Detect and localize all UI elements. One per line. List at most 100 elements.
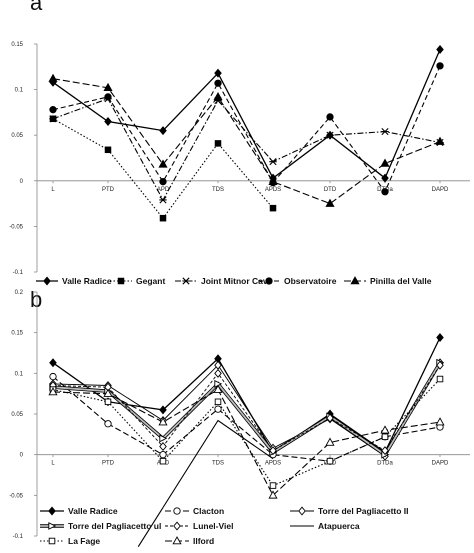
panel-b-series-ilford [48, 384, 445, 499]
panel-a-series-point [213, 91, 223, 101]
panel-a-x-tick-label: L [51, 187, 55, 193]
legend-swatch-marker [48, 506, 56, 516]
panel-a-series-point [159, 196, 167, 204]
panel-b-x-tick-label: TDS [212, 461, 224, 467]
panel-a-series [48, 44, 445, 222]
panel-a-y-axis: -0.1 -0.05 0 0.05 0.1 0.15 [9, 42, 38, 276]
panel-b-y-axis: -0.1 -0.05 0 0.05 0.1 0.15 0.2 [9, 290, 38, 540]
legend-label: La Fage [68, 536, 100, 546]
legend-item: Valle Radice [36, 276, 112, 286]
panel-b-series-point [103, 388, 113, 397]
legend-label: Joint Mitnor Cave [201, 276, 273, 286]
legend-item: La Fage [40, 536, 100, 546]
panel-b-series-point [436, 375, 444, 383]
legend-label: Clacton [193, 506, 224, 516]
panel-a-x-tick-label: PTD [102, 187, 115, 193]
panel-b-series [48, 333, 445, 547]
panel-a-series-point [269, 204, 277, 212]
legend-label: Pinilla del Valle [370, 276, 432, 286]
panel-a-series-point [48, 73, 58, 82]
panel-b-series-atapuerca-tail [137, 507, 164, 547]
panel-a-series-point [104, 117, 112, 127]
panel-a-series-point [381, 188, 389, 196]
panel-a-series-pinilla-del-valle [48, 73, 445, 207]
panel-a-y-tick-label: -0.1 [13, 270, 24, 276]
legend-item: Lunel-Viel [165, 521, 233, 531]
panel-b-series-line [52, 364, 441, 452]
panel-a-series-valle-radice [49, 44, 444, 183]
legend-label: Observatoire [284, 276, 337, 286]
panel-a-y-tick-label: 0 [20, 179, 24, 185]
legend-swatch-marker [43, 276, 51, 286]
legend-label: Atapuerca [318, 521, 360, 531]
panel-b-series-atapuerca [162, 419, 274, 508]
panel-b-series-point [269, 446, 277, 456]
legend-item: Valle Radice [40, 506, 118, 516]
panel-b-series-line [52, 362, 441, 457]
panel-b-x-tick-label: DAPD [432, 461, 449, 467]
panel-a-x-tick-label: APDS [265, 187, 281, 193]
panel-b-y-tick-label: -0.1 [13, 534, 24, 540]
panel-b-x-tick-label: PTD [102, 461, 115, 467]
panel-a-x-axis: LPTDAPDTDSAPDSDTDDTDaDAPD [37, 180, 470, 193]
panel-b-series-lunel-viel [49, 360, 444, 456]
panel-a-series-point [326, 131, 334, 139]
panel-b-series-line [52, 376, 441, 462]
panel-b-legend: Valle Radice Clacton Torre del Pagliacetto… [40, 506, 409, 546]
legend-swatch-marker [265, 277, 273, 285]
panel-a-x-tick-label: TDS [212, 187, 224, 193]
panel-b-y-tick-label: 0.2 [15, 290, 24, 296]
panel-a-x-tick-label: DTD [324, 187, 337, 193]
panel-a-series-point [436, 44, 444, 54]
panel-b-series-point [159, 442, 167, 452]
panel-b-series-point [214, 398, 222, 406]
panel-a-y-tick-label: 0.1 [15, 88, 24, 94]
panel-a-series-point [104, 146, 112, 154]
panel-a-series-point [435, 136, 445, 145]
legend-item: Atapuerca [290, 521, 360, 531]
panel-a-series-observatoire [49, 62, 444, 196]
legend-item: Torre del Pagliacetto ul [40, 521, 161, 531]
panel-b-y-tick-label: 0.15 [11, 331, 23, 337]
panel-a-x-tick-label: APD [157, 187, 170, 193]
panel-a-series-line [52, 65, 441, 193]
legend-label: Ilford [193, 536, 214, 546]
legend-swatch-marker [48, 522, 57, 530]
legend-label: Torre del Pagliacetto II [318, 506, 409, 516]
legend-item: Observatoire [258, 276, 337, 286]
panel-b-series-point [48, 387, 58, 396]
legend-swatch-marker [172, 536, 182, 545]
legend-label: Gegant [136, 276, 165, 286]
panel-a-series-point [436, 62, 444, 70]
panel-a-series-point [269, 158, 277, 166]
legend-label: Lunel-Viel [193, 521, 233, 531]
panel-a-series-point [380, 158, 390, 167]
panel-b-series-point [159, 457, 167, 465]
panel-b-series-point [158, 417, 168, 426]
panel-a-y-tick-label: -0.05 [9, 224, 23, 230]
legend-swatch-marker [48, 537, 56, 545]
panel-b-series-line [162, 419, 274, 508]
panel-b-letter: b [30, 287, 42, 312]
panel-b-series-point [49, 358, 57, 368]
panel-a-series-point [159, 178, 167, 186]
legend-item: Joint Mitnor Cave [175, 276, 273, 286]
legend-label: Valle Radice [68, 506, 118, 516]
legend-item: Ilford [165, 536, 214, 546]
panel-b-x-tick-label: APDS [265, 461, 281, 467]
panel-b-y-tick-label: -0.05 [9, 493, 23, 499]
panel-b-y-tick-label: 0 [20, 453, 24, 459]
panel-a-series-point [214, 79, 222, 87]
panel-b-series-point [380, 425, 390, 434]
panel-a-y-tick-label: 0.05 [11, 133, 23, 139]
panel-b-series-line [52, 388, 441, 497]
legend-swatch-marker [182, 277, 190, 285]
legend-swatch-marker [173, 521, 181, 531]
panel-b-series-point [104, 420, 112, 428]
panel-b-series-point [214, 368, 222, 378]
panel-a-y-tick-label: 0.15 [11, 42, 23, 48]
legend-item: Gegant [110, 276, 165, 286]
panel-b-series-point [49, 372, 57, 381]
panel-b-y-tick-label: 0.05 [11, 412, 23, 418]
